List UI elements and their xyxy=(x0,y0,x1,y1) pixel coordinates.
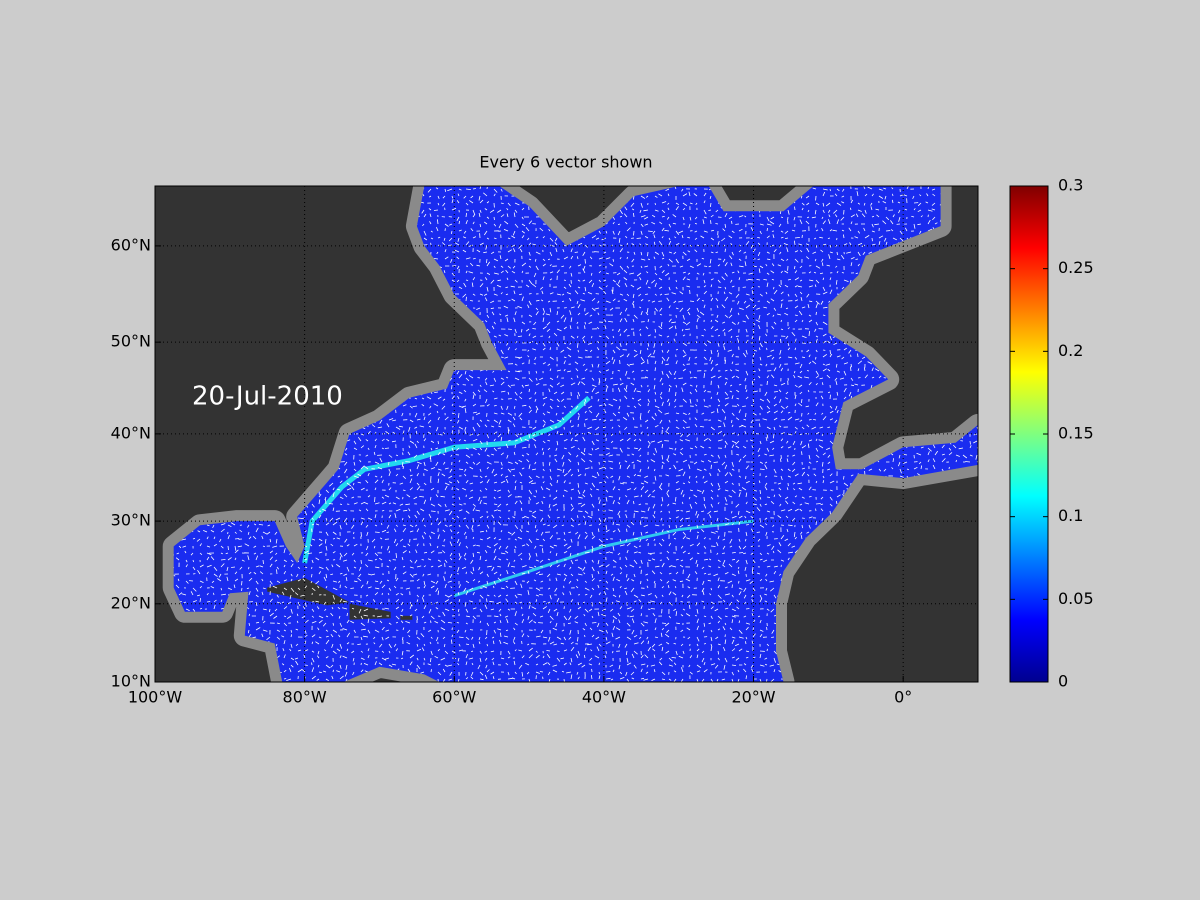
y-tick-label: 50°N xyxy=(111,332,151,351)
x-tick-label: 100°W xyxy=(128,688,183,707)
colorbar-tick-label: 0.2 xyxy=(1058,341,1083,360)
island xyxy=(267,577,350,606)
x-tick-label: 20°W xyxy=(731,688,775,707)
colorbar-tick-label: 0.3 xyxy=(1058,176,1083,195)
axes-frame xyxy=(154,185,979,683)
colorbar-tick-label: 0 xyxy=(1058,672,1068,691)
y-tick-label: 20°N xyxy=(111,593,151,612)
island xyxy=(349,603,391,620)
y-tick-label: 30°N xyxy=(111,511,151,530)
y-tick-label: 40°N xyxy=(111,423,151,442)
x-tick-label: 40°W xyxy=(582,688,626,707)
current-core xyxy=(302,395,591,564)
x-tick-label: 80°W xyxy=(283,688,327,707)
colorbar xyxy=(1009,185,1049,683)
colorbar-tick-label: 0.1 xyxy=(1058,506,1083,525)
y-tick-label: 10°N xyxy=(111,672,151,691)
x-tick-label: 60°W xyxy=(432,688,476,707)
colorbar-tick-label: 0.25 xyxy=(1058,258,1094,277)
chart-title: Every 6 vector shown xyxy=(479,153,652,172)
map xyxy=(155,186,978,682)
colorbar-tick-label: 0.05 xyxy=(1058,589,1094,608)
colorbar-tick-label: 0.15 xyxy=(1058,424,1094,443)
x-tick-label: 0° xyxy=(894,688,912,707)
island xyxy=(400,615,413,620)
y-tick-label: 60°N xyxy=(111,235,151,254)
date-annotation: 20-Jul-2010 xyxy=(192,382,343,412)
